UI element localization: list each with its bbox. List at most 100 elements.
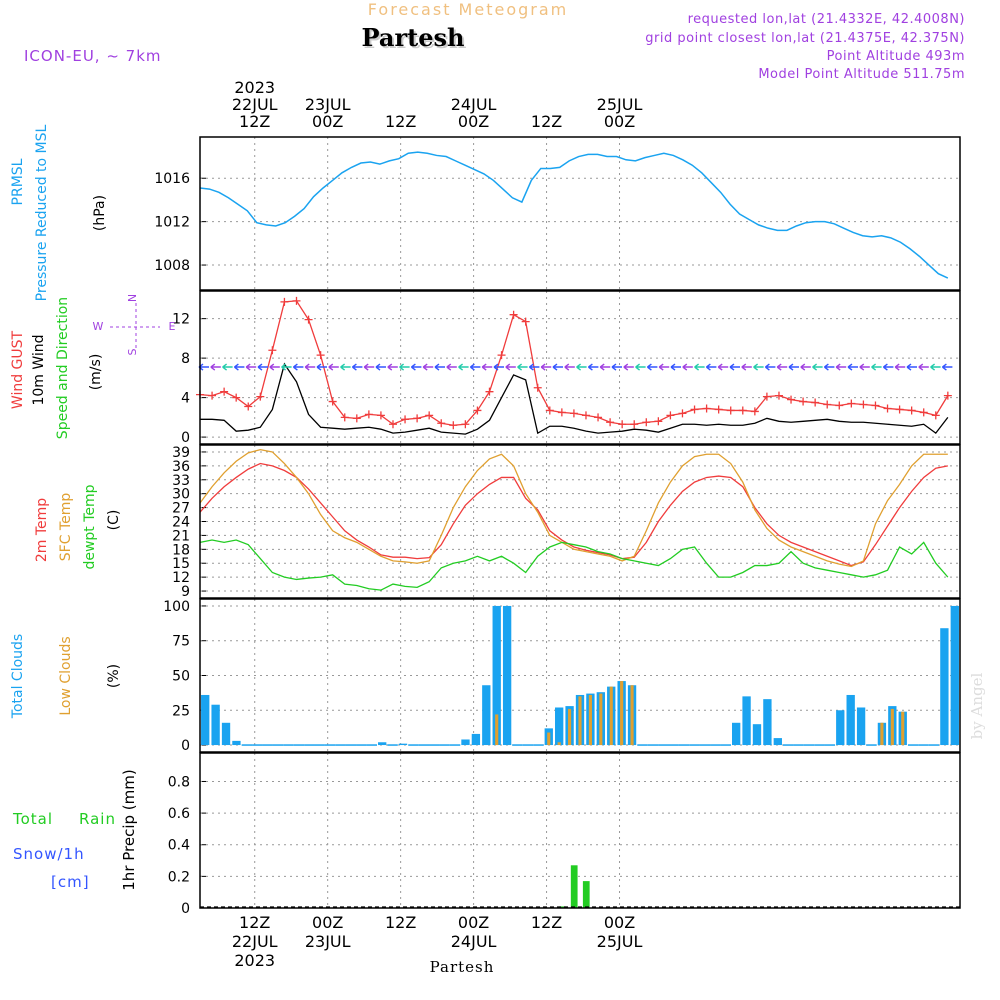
gust-marker (738, 406, 747, 415)
total-cloud-bar (773, 738, 782, 746)
y-tick-label: 0.8 (168, 774, 190, 790)
wind-direction-arrow (847, 363, 858, 371)
y-tick-label: 9 (181, 584, 190, 600)
wind-direction-arrow (788, 363, 799, 371)
top-time-label: 12Z (239, 112, 270, 131)
top-time-label: 22JUL (232, 95, 278, 114)
gust-marker (654, 417, 663, 426)
wind-direction-arrow (918, 363, 929, 371)
gust-marker (943, 391, 952, 400)
compass-cross (110, 303, 160, 349)
y-tick-label: 0.4 (168, 838, 190, 854)
gust-marker (208, 391, 217, 400)
wind-direction-arrow (812, 363, 823, 371)
total-cloud-bar (232, 740, 241, 746)
top-time-label: 12Z (531, 112, 562, 131)
t2m-line (199, 462, 948, 567)
gust-marker (907, 406, 916, 415)
y-tick-label: 0 (181, 901, 190, 917)
wind-line (200, 362, 949, 435)
gust-marker (883, 404, 892, 413)
super-title: Forecast Meteogram (368, 0, 568, 19)
bottom-location-label: Partesh (430, 958, 495, 976)
total-clouds-label: Total Clouds (10, 634, 26, 719)
y-tick-label: 1008 (154, 258, 190, 274)
bottom-time-label: 00Z (604, 913, 635, 932)
wind-direction-arrow (646, 363, 658, 371)
wind-direction-arrow (587, 363, 599, 371)
wind-direction-arrow (481, 363, 493, 371)
grid-point-coords: grid point closest lon,lat (21.4375E, 42… (645, 31, 965, 46)
total-cloud-bar (555, 707, 564, 746)
wind-direction-arrow (670, 363, 681, 371)
total-cloud-bar (836, 710, 845, 746)
bottom-time-label: 00Z (458, 913, 489, 932)
y-tick-label: 75 (172, 634, 190, 650)
gust-marker (437, 419, 446, 428)
gust-marker (473, 406, 482, 415)
gust-marker (232, 393, 241, 402)
wind-direction-arrow (446, 363, 457, 371)
y-tick-label: 12 (172, 570, 190, 586)
prmsl-label: PRMSL (10, 158, 26, 205)
total-cloud-bar (752, 724, 762, 746)
wind-direction-arrow (705, 363, 717, 371)
wind-direction-arrow (930, 363, 941, 371)
total-cloud-bar (940, 628, 949, 746)
wind-direction-arrow (552, 363, 563, 371)
wind-direction-arrow (717, 363, 729, 371)
gust-marker (678, 409, 687, 418)
gust-marker (557, 408, 566, 417)
total-cloud-bar (211, 704, 220, 746)
wind-direction-arrow (694, 363, 705, 371)
gust-marker (642, 418, 651, 427)
gust-marker (594, 413, 603, 422)
bottom-time-label: 2023 (234, 951, 275, 970)
gust-marker (316, 351, 325, 360)
gust-marker (328, 397, 337, 406)
gust-marker (847, 399, 856, 408)
gust-marker (497, 351, 506, 360)
wind-direction-arrow (292, 363, 304, 371)
panel-frame (199, 598, 961, 753)
gust-marker (750, 407, 759, 416)
clouds-unit-label: (%) (106, 664, 122, 688)
total-legend: Total (12, 810, 53, 828)
wind-direction-arrow (304, 363, 316, 371)
wind-direction-arrow (434, 363, 445, 371)
panel-frame (199, 290, 961, 445)
top-time-label: 12Z (385, 112, 416, 131)
wind-direction-arrow (859, 363, 870, 371)
gust-marker (292, 296, 301, 305)
total-cloud-bar (846, 694, 855, 746)
wind-direction-arrow (493, 363, 504, 371)
y-tick-label: 21 (172, 528, 190, 544)
low-cloud-bar (547, 732, 551, 746)
low-clouds-label: Low Clouds (58, 636, 74, 715)
wind-direction-arrow (823, 363, 835, 371)
low-cloud-bar (578, 696, 582, 746)
wind-direction-arrow (894, 363, 906, 371)
total-cloud-bar (482, 685, 491, 746)
hpa-unit-label: (hPa) (92, 195, 108, 231)
gust-marker (340, 413, 349, 422)
gust-marker (220, 387, 229, 396)
snow-legend: Snow/1h (13, 845, 85, 863)
wind-direction-arrow (540, 363, 552, 371)
gust-marker (413, 414, 422, 423)
gust-marker (461, 420, 470, 429)
total-cloud-bar (950, 605, 959, 746)
wind-gust-label: Wind GUST (10, 330, 26, 409)
gust-marker (762, 392, 771, 401)
sfc-temp-line (199, 448, 948, 568)
wind-direction-arrow (764, 363, 776, 371)
low-cloud-bar (609, 686, 613, 746)
precip-unit-label: 1hr Precip (mm) (120, 769, 138, 890)
top-time-label: 25JUL (597, 95, 643, 114)
gust-marker (521, 317, 530, 326)
total-cloud-bar (221, 722, 231, 746)
wind-direction-arrow (658, 363, 670, 371)
y-tick-label: 4 (181, 391, 190, 407)
bottom-time-label: 12Z (385, 913, 416, 932)
